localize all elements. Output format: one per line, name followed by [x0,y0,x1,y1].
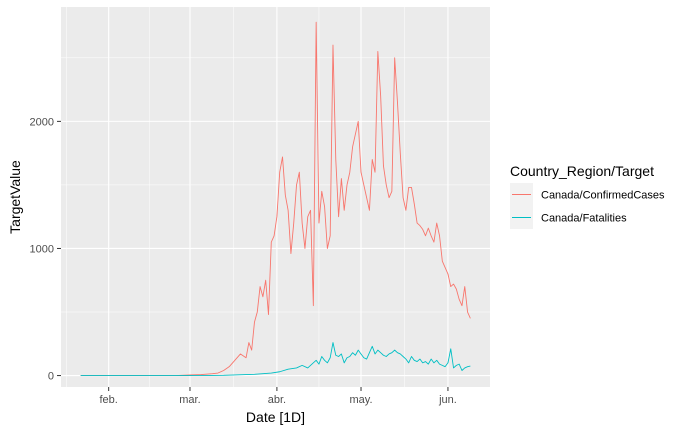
y-axis-title: TargetValue [7,160,23,234]
x-tick-label: abr. [268,394,286,406]
y-tick-label: 2000 [30,116,54,128]
legend-items: Canada/ConfirmedCases Canada/Fatalities [510,183,665,229]
x-tick-label: mar. [179,394,200,406]
x-axis: feb. mar. abr. may. jun. [99,387,457,406]
series-lines [80,21,471,377]
y-axis: 0 1000 2000 [30,116,61,383]
x-tick-label: may. [350,394,373,406]
y-tick-label: 0 [48,371,54,383]
grid-major-lines [61,7,490,387]
x-tick-label: jun. [438,394,457,406]
legend-title: Country_Region/Target [510,163,654,179]
legend-label: Canada/ConfirmedCases [541,190,665,202]
legend: Country_Region/Target Canada/ConfirmedCa… [510,163,665,229]
series-line-fatalities [80,342,471,377]
y-tick-label: 1000 [30,243,54,255]
x-axis-title: Date [1D] [246,409,305,425]
plot-panel [61,7,490,387]
x-tick-label: feb. [99,394,117,406]
legend-label: Canada/Fatalities [541,213,627,225]
grid-minor-lines [61,7,490,387]
series-line-confirmed-cases [80,21,471,377]
